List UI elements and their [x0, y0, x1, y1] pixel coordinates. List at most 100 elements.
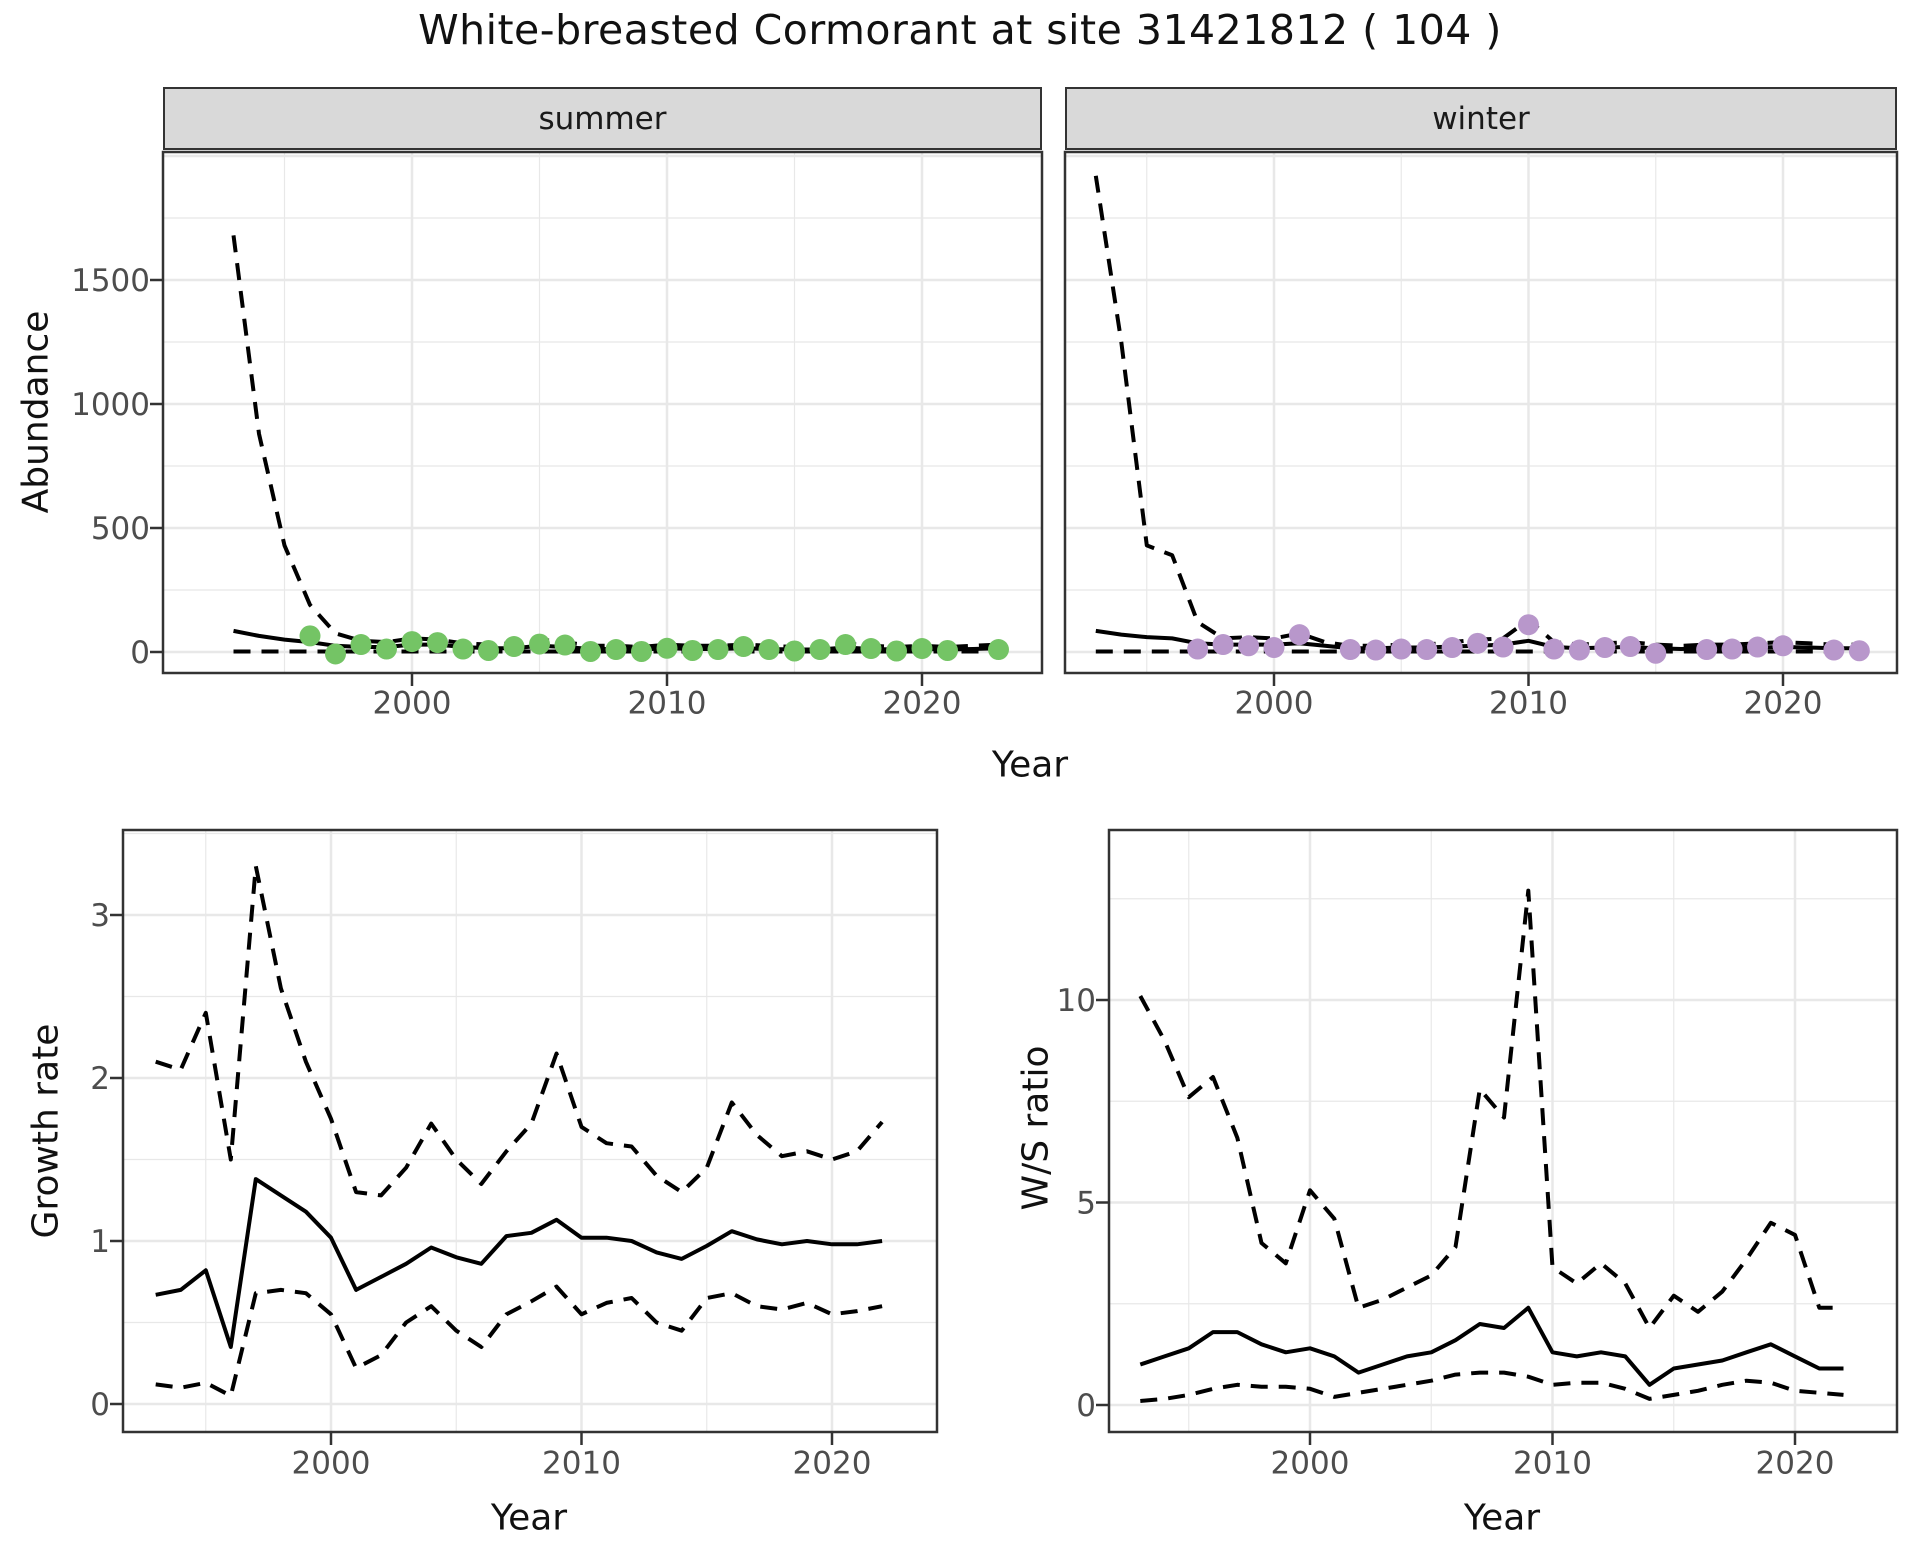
data-point-winter_counts: [1390, 638, 1412, 660]
panel-growth_rate: 2000 2010 2020 0 1 2 3: [90, 828, 939, 1481]
facet-strip-summer: summer: [163, 87, 1042, 150]
data-point-winter_counts: [1441, 637, 1463, 659]
data-point-summer_counts: [707, 639, 729, 661]
data-point-winter_counts: [1212, 634, 1234, 656]
panel-content: [1109, 830, 1897, 1432]
data-point-summer_counts: [299, 625, 321, 647]
y-tick-label: 0: [1076, 1388, 1096, 1424]
y-tick-label: 0: [130, 635, 150, 671]
data-point-winter_counts: [1568, 639, 1590, 661]
panel-background: [123, 830, 937, 1432]
y-tick-label: 1000: [71, 387, 150, 423]
facet-strip-winter: winter: [1065, 87, 1897, 150]
series-upper_ci: [155, 864, 884, 1198]
x-tick-label: 2010: [1489, 685, 1568, 721]
panel-background: [163, 152, 1042, 673]
x-tick-label: 2000: [1271, 1445, 1350, 1481]
series-lower_ci: [155, 1284, 883, 1398]
data-point-summer_counts: [988, 639, 1009, 661]
x-tick-label: 2000: [292, 1445, 371, 1481]
data-point-summer_counts: [478, 640, 499, 662]
series-lower_ci: [1140, 1370, 1844, 1403]
y-tick-label: 0: [90, 1387, 110, 1423]
data-point-summer_counts: [886, 640, 907, 662]
data-point-summer_counts: [350, 634, 372, 656]
data-point-winter_counts: [1365, 639, 1387, 661]
data-point-winter_counts: [1747, 636, 1769, 658]
panel-abundance_summer: 2000 2010 2020 0 500 1000 1500: [71, 150, 1044, 721]
data-point-summer_counts: [733, 636, 754, 658]
data-point-winter_counts: [1187, 638, 1209, 660]
data-point-summer_counts: [554, 634, 576, 656]
data-point-summer_counts: [376, 638, 397, 660]
x-tick-label: 2010: [542, 1445, 621, 1481]
data-point-summer_counts: [860, 638, 882, 660]
data-point-winter_counts: [1619, 636, 1641, 658]
data-point-winter_counts: [1721, 638, 1743, 660]
x-tick-label: 2010: [628, 685, 707, 721]
y-tick-label: 2: [90, 1061, 110, 1097]
data-point-winter_counts: [1594, 637, 1616, 659]
data-point-winter_counts: [1848, 640, 1870, 662]
data-point-summer_counts: [758, 639, 780, 661]
data-point-summer_counts: [529, 633, 550, 655]
x-tick-label: 2000: [1235, 685, 1314, 721]
x-tick-label: 2020: [883, 685, 962, 721]
data-point-summer_counts: [605, 639, 627, 661]
data-point-winter_counts: [1288, 624, 1310, 646]
data-point-winter_counts: [1263, 637, 1285, 659]
data-point-summer_counts: [452, 638, 474, 660]
y-tick-label: 1500: [71, 263, 150, 299]
panel-border: [121, 828, 939, 1434]
data-point-winter_counts: [1543, 638, 1565, 660]
data-point-winter_counts: [1416, 639, 1438, 661]
data-point-winter_counts: [1696, 639, 1718, 661]
x-axis-title-year-top: Year: [991, 744, 1069, 786]
data-point-winter_counts: [1339, 639, 1361, 661]
data-point-winter_counts: [1238, 635, 1260, 657]
x-tick-label: 2010: [1513, 1445, 1592, 1481]
data-point-summer_counts: [911, 638, 933, 660]
panel-border: [161, 150, 1044, 675]
data-point-winter_counts: [1467, 632, 1489, 654]
data-point-summer_counts: [656, 637, 678, 659]
data-point-winter_counts: [1772, 635, 1794, 657]
y-tick-label: 1: [90, 1224, 110, 1260]
data-point-winter_counts: [1645, 642, 1667, 664]
data-point-summer_counts: [503, 636, 525, 658]
facet-strip-winter-label: winter: [1432, 100, 1530, 137]
x-axis-title-year-growth: Year: [490, 1497, 568, 1539]
x-tick-label: 2020: [1744, 685, 1823, 721]
data-point-summer_counts: [427, 632, 448, 654]
data-point-summer_counts: [784, 640, 805, 662]
panel-content: [123, 830, 937, 1432]
data-point-summer_counts: [401, 631, 423, 653]
panel-background: [1065, 152, 1897, 673]
data-point-winter_counts: [1492, 636, 1514, 658]
chart-title: White-breasted Cormorant at site 3142181…: [418, 6, 1502, 54]
panel-background: [1109, 830, 1897, 1432]
x-tick-label: 2000: [373, 685, 452, 721]
data-point-summer_counts: [809, 639, 831, 661]
data-point-winter_counts: [1518, 614, 1539, 636]
y-tick-label: 5: [1076, 1185, 1096, 1221]
x-tick-label: 2020: [793, 1445, 872, 1481]
panel-content: [1065, 152, 1897, 673]
y-tick-label: 500: [91, 511, 150, 547]
data-point-summer_counts: [580, 641, 601, 663]
x-tick-label: 2020: [1756, 1445, 1835, 1481]
series-median: [1139, 1305, 1844, 1387]
panel-ws_ratio: 2000 2010 2020 0 5 10: [1057, 828, 1899, 1481]
data-point-summer_counts: [835, 634, 856, 656]
panel-abundance_winter: 2000 2010 2020: [1063, 150, 1899, 721]
series-median: [155, 1177, 883, 1349]
panel-border: [1107, 828, 1899, 1434]
panel-border: [1063, 150, 1899, 675]
y-tick-label: 3: [90, 898, 110, 934]
facet-strip-summer-label: summer: [538, 100, 667, 137]
data-point-summer_counts: [682, 640, 703, 662]
data-point-summer_counts: [937, 640, 958, 662]
data-point-winter_counts: [1823, 639, 1845, 661]
series-upper_ci: [1138, 888, 1844, 1330]
